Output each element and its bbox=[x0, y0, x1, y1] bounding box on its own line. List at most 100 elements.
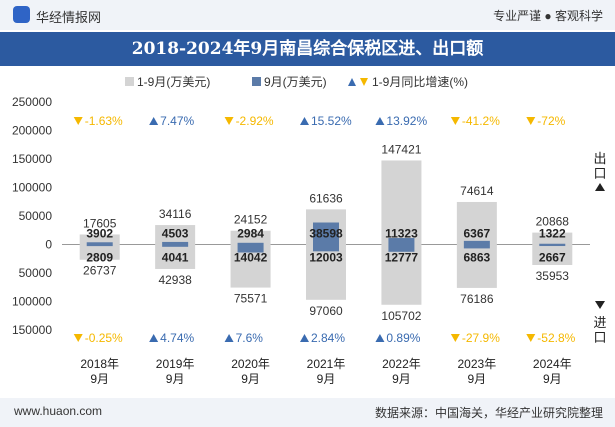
data-label-export-cumulative: 20868 bbox=[536, 215, 570, 229]
x-tick-label: 2024年 bbox=[533, 357, 572, 371]
y-tick-label: 150000 bbox=[12, 323, 52, 337]
growth-rate-import: 7.6% bbox=[236, 331, 264, 345]
x-tick-label: 2018年 bbox=[80, 357, 119, 371]
legend-label-growth: 1-9月同比增速(%) bbox=[372, 75, 468, 89]
data-label-import-monthly: 2667 bbox=[539, 251, 566, 265]
bar-export-monthly bbox=[237, 242, 264, 245]
x-tick-label: 2019年 bbox=[156, 357, 195, 371]
growth-rate-export: 7.47% bbox=[160, 114, 194, 128]
bar-import-monthly bbox=[86, 244, 113, 247]
growth-rate-import: -27.9% bbox=[462, 331, 500, 345]
growth-rate-import: -52.8% bbox=[537, 331, 575, 345]
x-tick-label: 9月 bbox=[241, 372, 260, 386]
bar-import-cumulative bbox=[456, 244, 497, 288]
growth-up-triangle-icon bbox=[375, 117, 385, 125]
data-label-export-monthly: 2984 bbox=[237, 227, 264, 241]
export-side-label: 口 bbox=[593, 166, 606, 181]
tagline: 专业严谨 ● 客观科学 bbox=[493, 9, 603, 23]
bar-import-monthly bbox=[539, 244, 566, 247]
growth-rate-export: 15.52% bbox=[311, 114, 352, 128]
bar-import-cumulative bbox=[532, 244, 573, 265]
y-tick-label: 100000 bbox=[12, 295, 52, 309]
x-tick-label: 9月 bbox=[317, 372, 336, 386]
growth-down-triangle-icon bbox=[450, 334, 460, 342]
data-label-export-monthly: 6367 bbox=[464, 227, 491, 241]
data-label-import-cumulative: 105702 bbox=[381, 309, 421, 323]
brand-logo-icon bbox=[13, 6, 30, 23]
growth-rate-import: -0.25% bbox=[85, 331, 123, 345]
chart: 1-9月(万美元) 9月(万美元) 1-9月同比增速(%) 250000 200000 1… bbox=[12, 75, 607, 386]
data-label-import-cumulative: 42938 bbox=[158, 273, 192, 287]
footer: www.huaon.com 数据来源：中国海关，华经产业研究院整理 bbox=[0, 398, 615, 427]
data-label-export-monthly: 38598 bbox=[309, 227, 343, 241]
growth-up-triangle-icon bbox=[149, 334, 159, 342]
x-tick-label: 2023年 bbox=[458, 357, 497, 371]
footer-url: www.huaon.com bbox=[14, 404, 103, 418]
y-tick-label: 50000 bbox=[19, 209, 53, 223]
y-tick-label: 0 bbox=[45, 238, 52, 252]
x-tick-label: 9月 bbox=[543, 372, 562, 386]
data-label-import-monthly: 12003 bbox=[309, 251, 343, 265]
data-label-import-monthly: 6863 bbox=[464, 251, 491, 265]
top-bar: 华经情报网 专业严谨 ● 客观科学 bbox=[0, 0, 615, 30]
x-tick-label: 2021年 bbox=[307, 357, 346, 371]
import-side-label: 口 bbox=[593, 330, 606, 345]
bar-export-monthly bbox=[463, 240, 490, 245]
export-side-label: 出 bbox=[593, 151, 606, 166]
data-label-export-monthly: 3902 bbox=[86, 227, 113, 241]
bar-export-cumulative bbox=[381, 160, 422, 245]
data-label-export-cumulative: 147421 bbox=[381, 142, 421, 156]
growth-up-triangle-icon bbox=[149, 117, 159, 125]
x-tick-label: 2020年 bbox=[231, 357, 270, 371]
data-label-import-monthly: 4041 bbox=[162, 251, 189, 265]
legend-label-cumulative: 1-9月(万美元) bbox=[137, 75, 210, 89]
brand-name: 华经情报网 bbox=[36, 10, 102, 25]
bar-export-monthly bbox=[162, 241, 189, 245]
data-label-export-monthly: 11323 bbox=[385, 227, 418, 241]
import-arrow-down-icon bbox=[595, 301, 605, 309]
data-label-export-cumulative: 24152 bbox=[234, 213, 268, 227]
bar-import-monthly bbox=[388, 244, 415, 252]
bar-export-cumulative bbox=[79, 234, 120, 245]
growth-rate-export: -2.92% bbox=[236, 114, 274, 128]
x-tick-label: 9月 bbox=[468, 372, 487, 386]
data-label-import-cumulative: 35953 bbox=[536, 269, 570, 283]
growth-rate-export: -1.63% bbox=[85, 114, 123, 128]
legend-swatch-cumulative bbox=[125, 77, 134, 86]
bar-import-monthly bbox=[463, 244, 490, 249]
bar-export-cumulative bbox=[230, 230, 271, 245]
legend-label-monthly: 9月(万美元) bbox=[264, 75, 327, 89]
bar-import-cumulative bbox=[155, 244, 196, 269]
growth-rate-export: 13.92% bbox=[386, 114, 427, 128]
x-tick-label: 9月 bbox=[90, 372, 109, 386]
data-label-import-monthly: 14042 bbox=[234, 251, 268, 265]
data-label-export-monthly: 1322 bbox=[539, 227, 566, 241]
title-bar: 2018-2024年9月南昌综合保税区进、出口额 bbox=[0, 32, 615, 66]
growth-rate-export: -41.2% bbox=[462, 114, 500, 128]
x-tick-label: 9月 bbox=[392, 372, 411, 386]
footer-source: 数据来源：中国海关，华经产业研究院整理 bbox=[374, 406, 603, 420]
data-label-import-monthly: 12777 bbox=[385, 251, 419, 265]
import-side-label: 进 bbox=[593, 315, 606, 330]
data-label-import-cumulative: 76186 bbox=[460, 292, 494, 306]
bar-import-cumulative bbox=[79, 244, 120, 260]
y-tick-label: 250000 bbox=[12, 95, 52, 109]
growth-rate-import: 2.84% bbox=[311, 331, 345, 345]
data-label-export-cumulative: 61636 bbox=[309, 191, 343, 205]
data-label-export-cumulative: 34116 bbox=[159, 207, 192, 221]
bar-import-monthly bbox=[237, 244, 264, 253]
bar-import-monthly bbox=[162, 244, 189, 247]
data-label-export-cumulative: 17605 bbox=[83, 216, 117, 230]
y-tick-label: 100000 bbox=[12, 181, 52, 195]
bar-export-monthly bbox=[539, 243, 566, 245]
y-tick-label: 50000 bbox=[19, 266, 53, 280]
bar-export-monthly bbox=[313, 222, 339, 245]
legend-down-triangle-icon bbox=[360, 78, 368, 86]
export-arrow-up-icon bbox=[595, 183, 605, 191]
growth-rate-export: -72% bbox=[537, 114, 565, 128]
growth-up-triangle-icon bbox=[375, 334, 385, 342]
bar-export-cumulative bbox=[532, 232, 573, 245]
growth-rate-import: 4.74% bbox=[160, 331, 194, 345]
growth-rate-import: 0.89% bbox=[386, 331, 420, 345]
bar-import-cumulative bbox=[306, 244, 346, 300]
